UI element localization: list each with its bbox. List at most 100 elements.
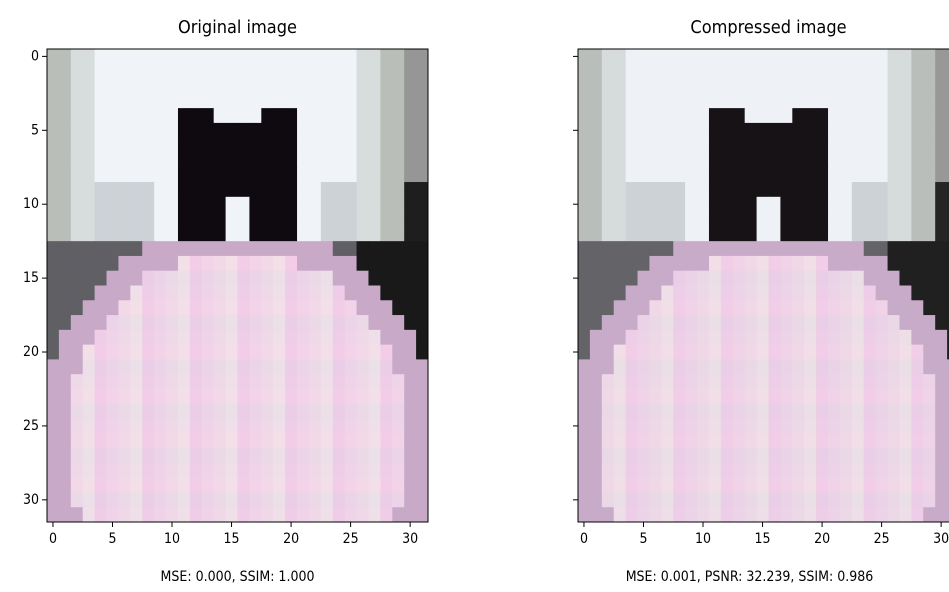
pixel [201,403,215,420]
y-tick-label: 25 [23,418,39,434]
pixel [697,388,710,405]
pixel [332,211,346,227]
pixel [899,211,912,227]
pixel [166,152,179,168]
pixel [320,359,334,375]
pixel [732,226,746,242]
pixel [368,49,381,65]
pixel [237,344,250,360]
pixel [792,122,805,139]
pixel [887,108,900,124]
pixel [637,211,650,227]
pixel [697,359,710,375]
pixel [923,182,936,198]
pixel [82,49,96,65]
pixel [875,285,889,301]
pixel [828,226,841,242]
pixel [261,93,274,109]
pixel [225,477,238,493]
pixel [380,49,393,65]
pixel [756,182,769,198]
pixel [839,241,853,257]
pixel [816,108,829,124]
pixel [661,418,674,434]
pixel [578,300,591,316]
pixel [297,477,310,493]
pixel [685,462,698,479]
pixel [70,388,84,405]
pixel [94,403,108,420]
pixel [130,448,143,464]
pixel [177,226,191,242]
pixel [601,344,615,360]
pixel [106,152,119,168]
pixel [261,285,274,301]
pixel [82,137,96,153]
pixel [792,433,805,449]
pixel [201,359,215,375]
pixel [237,448,250,464]
pixel [685,167,698,183]
pixel [935,93,948,109]
pixel [297,462,310,479]
pixel [380,226,393,242]
pixel [863,477,877,493]
pixel [273,448,286,464]
pixel [578,374,591,390]
pixel [201,388,215,405]
pixel [356,507,369,523]
pixel [70,300,84,316]
pixel [404,108,417,124]
pixel [685,388,698,405]
pixel [261,196,274,213]
pixel [368,226,381,242]
pixel [344,49,358,65]
pixel [816,49,829,65]
pixel [47,448,60,464]
pixel [297,122,310,139]
pixel [416,108,429,124]
pixel [285,182,298,198]
pixel [392,241,405,257]
pixel [392,49,405,65]
pixel [697,196,710,213]
pixel [935,182,948,198]
pixel [768,108,781,124]
pixel [578,241,591,257]
pixel [816,255,829,272]
pixel [225,374,238,390]
pixel [708,211,722,227]
pixel [261,477,274,493]
pixel [130,167,143,183]
pixel [130,78,143,94]
pixel [720,477,734,493]
pixel [839,388,853,405]
pixel [249,359,262,375]
pixel [780,492,793,508]
pixel [732,182,746,198]
pixel [47,492,60,508]
pixel [720,167,734,183]
pixel [601,49,615,65]
pixel [875,359,889,375]
image-pixels [47,49,949,523]
pixel [601,137,615,153]
pixel [697,182,710,198]
pixel [589,182,603,198]
pixel [649,329,662,346]
pixel [947,418,949,434]
pixel [201,462,215,479]
pixel [637,182,650,198]
pixel [166,255,179,272]
pixel [744,108,758,124]
pixel [416,255,429,272]
pixel [285,137,298,153]
pixel [673,196,686,213]
pixel [744,137,758,153]
pixel [911,418,924,434]
pixel [649,492,662,508]
pixel [213,448,227,464]
pixel [673,344,686,360]
pixel [94,137,108,153]
pixel [344,492,358,508]
